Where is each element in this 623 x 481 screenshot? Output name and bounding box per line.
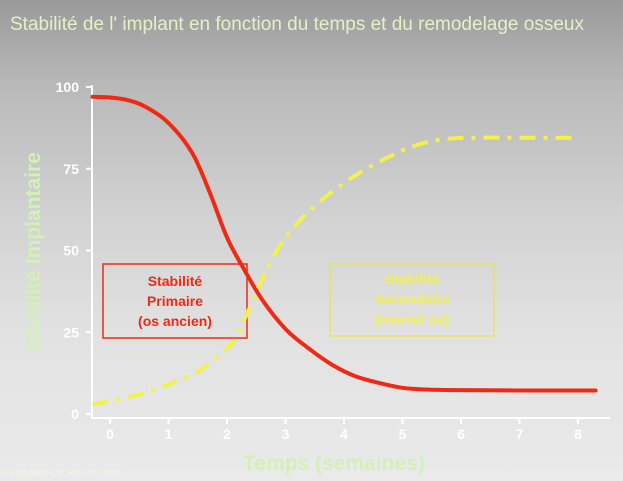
x-tick-label: 0 (106, 426, 114, 442)
y-tick-label: 0 (71, 406, 79, 422)
x-tick-label: 7 (516, 426, 524, 442)
annotation-primary-box (102, 263, 248, 339)
annotation-primary: Stabilité Primaire (os ancien) (102, 263, 248, 339)
y-tick-label: 75 (63, 161, 79, 177)
x-tick-label: 8 (574, 426, 582, 442)
credit-text: S. Raghavendra, M. Wood, T.D. Taylor (2, 470, 122, 477)
annotation-secondary-line-2: Secondaire (374, 291, 450, 307)
x-tick-label: 6 (457, 426, 465, 442)
x-tick-label: 4 (340, 426, 348, 442)
x-tick-label: 2 (223, 426, 231, 442)
x-tick-label: 3 (282, 426, 290, 442)
annotation-secondary-line-1: Stabilité (385, 271, 440, 287)
annotation-secondary: Stabilité Secondaire (nouvel os) (329, 263, 495, 337)
y-axis-ticks: 0 25 50 75 100 (56, 79, 92, 422)
x-axis-ticks: 0 1 2 3 4 5 6 7 8 (106, 418, 582, 442)
annotation-secondary-box (329, 263, 495, 337)
slide-title: Stabilité de l' implant en fonction du t… (10, 14, 584, 35)
x-tick-label: 1 (165, 426, 173, 442)
y-axis-title: Stabilité Implantaire (22, 152, 45, 352)
annotation-secondary-line-3: (nouvel os) (375, 311, 450, 327)
annotation-primary-line-2: Primaire (147, 293, 203, 309)
y-tick-label: 100 (56, 79, 80, 95)
x-axis-title: Temps (semaines) (243, 452, 425, 475)
x-tick-label: 5 (399, 426, 407, 442)
y-tick-label: 50 (63, 243, 79, 259)
annotation-primary-line-3: (os ancien) (138, 313, 212, 329)
y-tick-label: 25 (63, 324, 79, 340)
annotation-primary-line-1: Stabilité (148, 273, 203, 289)
series-primary-stability-line (90, 94, 598, 393)
series-secondary-stability-line (92, 135, 578, 407)
